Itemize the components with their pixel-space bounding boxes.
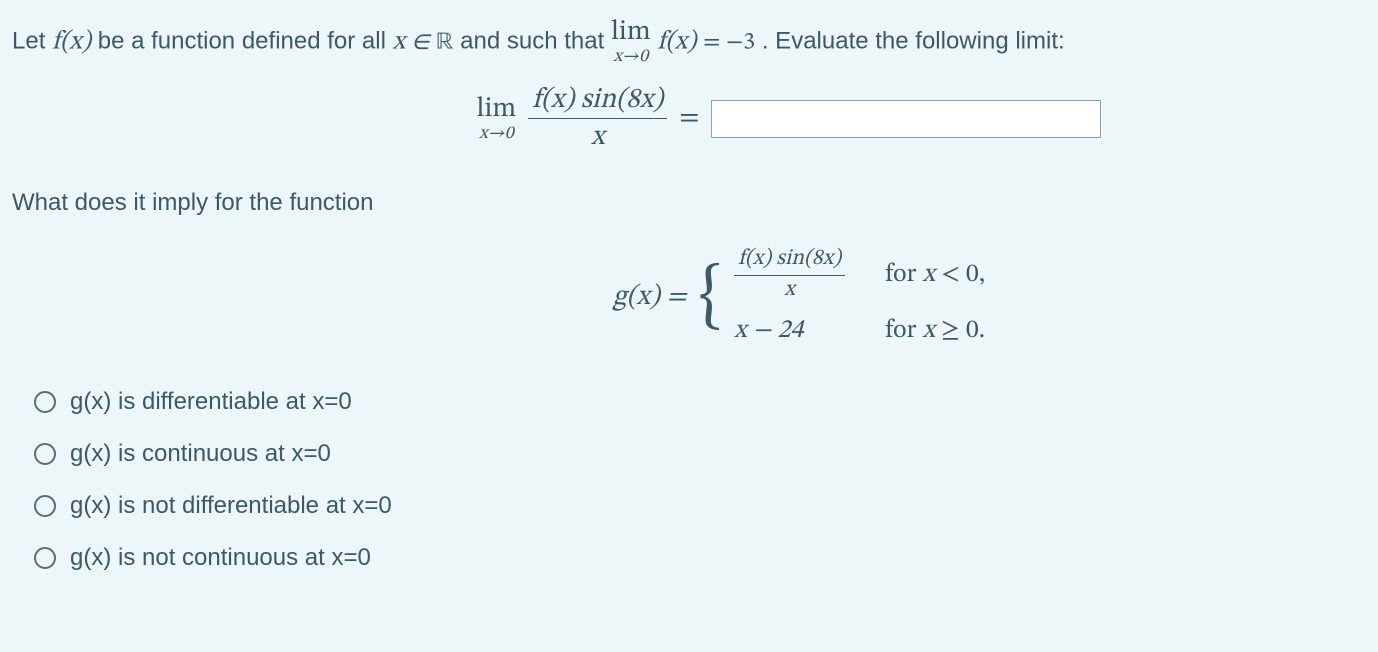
display-lim-top: lim xyxy=(477,95,517,123)
text-tail: . Evaluate the following limit: xyxy=(762,27,1065,54)
case1-den: x xyxy=(734,276,845,303)
options-group: g(x) is differentiable at x=0 g(x) is co… xyxy=(12,388,1366,572)
g-label: g(x) = xyxy=(613,280,687,315)
option-3[interactable]: g(x) is not continuous at x=0 xyxy=(34,544,1366,572)
radio-icon[interactable] xyxy=(34,391,56,413)
inline-lim: lim x→0 xyxy=(611,18,651,66)
text-eq-neg3: = −3 xyxy=(703,30,755,54)
lim-bot: x→0 xyxy=(611,48,651,66)
lim-top: lim xyxy=(611,18,651,46)
text-mid: be a function defined for all xyxy=(98,27,393,54)
case1-num: f(x) sin(8x) xyxy=(734,247,845,275)
case2-expr: x − 24 xyxy=(734,315,845,348)
option-label: g(x) is differentiable at x=0 xyxy=(70,388,352,416)
followup-prompt: What does it imply for the function xyxy=(12,189,1366,217)
limit-equation-row: lim x→0 f(x) sin(8x) x = xyxy=(212,84,1366,153)
inline-fx-after-lim: f(x) xyxy=(657,29,696,55)
option-label: g(x) is not differentiable at x=0 xyxy=(70,492,392,520)
math-real: ℝ xyxy=(436,30,454,54)
problem-container: Let f(x) be a function defined for all x… xyxy=(0,0,1378,614)
problem-statement: Let f(x) be a function defined for all x… xyxy=(12,18,1366,66)
option-label: g(x) is not continuous at x=0 xyxy=(70,544,371,572)
math-xin: x ∈ xyxy=(393,29,436,55)
option-1[interactable]: g(x) is continuous at x=0 xyxy=(34,440,1366,468)
text-after-R: and such that xyxy=(460,27,611,54)
case1-cond: for x < 0, xyxy=(885,259,985,292)
display-lim: lim x→0 xyxy=(477,95,517,143)
display-frac: f(x) sin(8x) x xyxy=(528,84,667,153)
option-2[interactable]: g(x) is not differentiable at x=0 xyxy=(34,492,1366,520)
brace-icon: { xyxy=(699,266,723,330)
text-let: Let xyxy=(12,27,52,54)
option-0[interactable]: g(x) is differentiable at x=0 xyxy=(34,388,1366,416)
frac-den: x xyxy=(528,119,667,153)
radio-icon[interactable] xyxy=(34,443,56,465)
answer-input[interactable] xyxy=(711,100,1101,138)
option-label: g(x) is continuous at x=0 xyxy=(70,440,331,468)
radio-icon[interactable] xyxy=(34,495,56,517)
display-lim-bot: x→0 xyxy=(477,125,517,143)
math-fx: f(x) xyxy=(52,29,91,55)
case2-cond: for x ≥ 0. xyxy=(885,315,985,348)
frac-num: f(x) sin(8x) xyxy=(528,84,667,119)
equals-sign: = xyxy=(679,101,699,136)
case1-expr: f(x) sin(8x) x xyxy=(734,247,845,303)
cases-grid: f(x) sin(8x) x for x < 0, x − 24 for x ≥… xyxy=(734,247,985,348)
piecewise-definition: g(x) = { f(x) sin(8x) x for x < 0, x − 2… xyxy=(232,247,1366,348)
radio-icon[interactable] xyxy=(34,547,56,569)
